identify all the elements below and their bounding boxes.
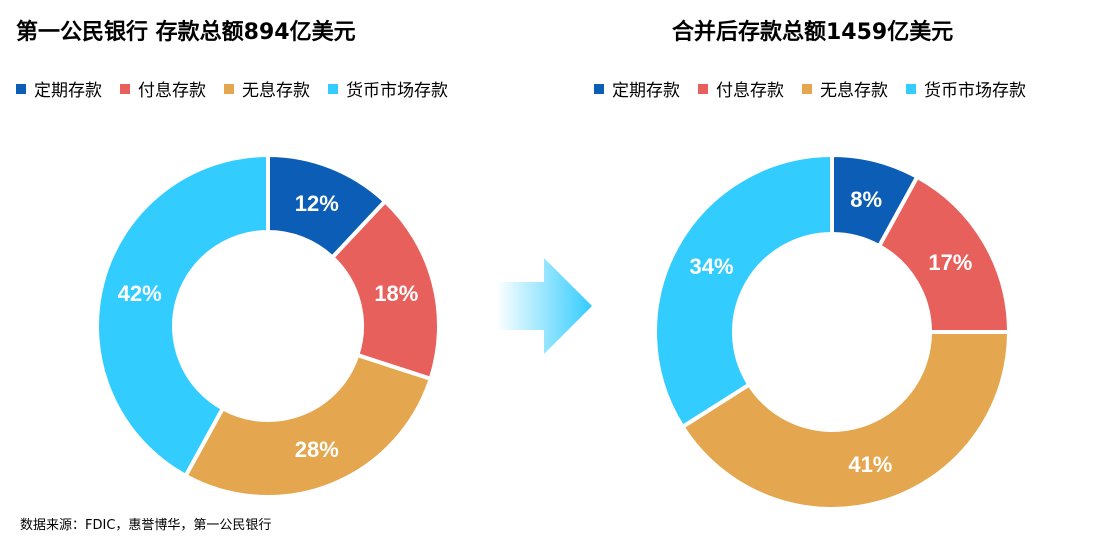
legend-swatch (594, 83, 604, 94)
right-slice-label-3: 34% (689, 254, 733, 279)
legend-item-time-deposit: 定期存款 (16, 76, 102, 101)
legend-label: 货币市场存款 (924, 81, 1026, 101)
legend-item-money-market: 货币市场存款 (328, 76, 448, 101)
left-donut: 12% 18% 28% 42% (95, 152, 441, 499)
left-slice-label-3: 42% (118, 281, 162, 306)
legend-label: 付息存款 (138, 81, 206, 101)
right-slice-3 (653, 152, 834, 430)
left-chart-title: 第一公民银行 存款总额894亿美元 (16, 20, 356, 45)
left-slice-label-0: 12% (295, 191, 339, 216)
legend-swatch (906, 83, 916, 94)
legend-label: 付息存款 (716, 81, 784, 101)
legend-item-noninterest-deposit: 无息存款 (802, 76, 888, 101)
transition-arrow-icon (496, 258, 592, 354)
legend-item-noninterest-deposit: 无息存款 (224, 76, 310, 101)
right-chart-title: 合并后存款总额1459亿美元 (672, 20, 954, 45)
right-slice-label-2: 41% (848, 452, 892, 477)
legend-item-time-deposit: 定期存款 (594, 76, 680, 101)
legend-label: 定期存款 (34, 81, 102, 101)
legend-swatch (802, 83, 812, 94)
right-slice-2 (679, 330, 1012, 511)
legend-swatch (698, 83, 708, 94)
left-slice-label-1: 18% (374, 281, 418, 306)
right-donut: 8% 17% 41% 34% (653, 152, 1012, 511)
left-slice-label-2: 28% (295, 437, 339, 462)
legend-item-interest-deposit: 付息存款 (120, 76, 206, 101)
legend-swatch (120, 83, 130, 94)
legend-label: 定期存款 (612, 81, 680, 101)
left-slice-2 (182, 352, 434, 499)
legend-swatch (16, 83, 26, 94)
left-legend: 定期存款 付息存款 无息存款 货币市场存款 (16, 76, 466, 101)
right-slice-label-0: 8% (850, 187, 882, 212)
source-note: 数据来源：FDIC，惠誉博华，第一公民银行 (20, 518, 272, 533)
legend-item-money-market: 货币市场存款 (906, 76, 1026, 101)
legend-swatch (328, 83, 338, 94)
legend-label: 无息存款 (242, 81, 310, 101)
legend-label: 无息存款 (820, 81, 888, 101)
legend-label: 货币市场存款 (346, 81, 448, 101)
right-slice-1 (876, 174, 1012, 334)
right-slice-label-1: 17% (928, 250, 972, 275)
legend-item-interest-deposit: 付息存款 (698, 76, 784, 101)
legend-swatch (224, 83, 234, 94)
left-slice-3 (95, 152, 270, 479)
right-legend: 定期存款 付息存款 无息存款 货币市场存款 (594, 76, 1044, 101)
